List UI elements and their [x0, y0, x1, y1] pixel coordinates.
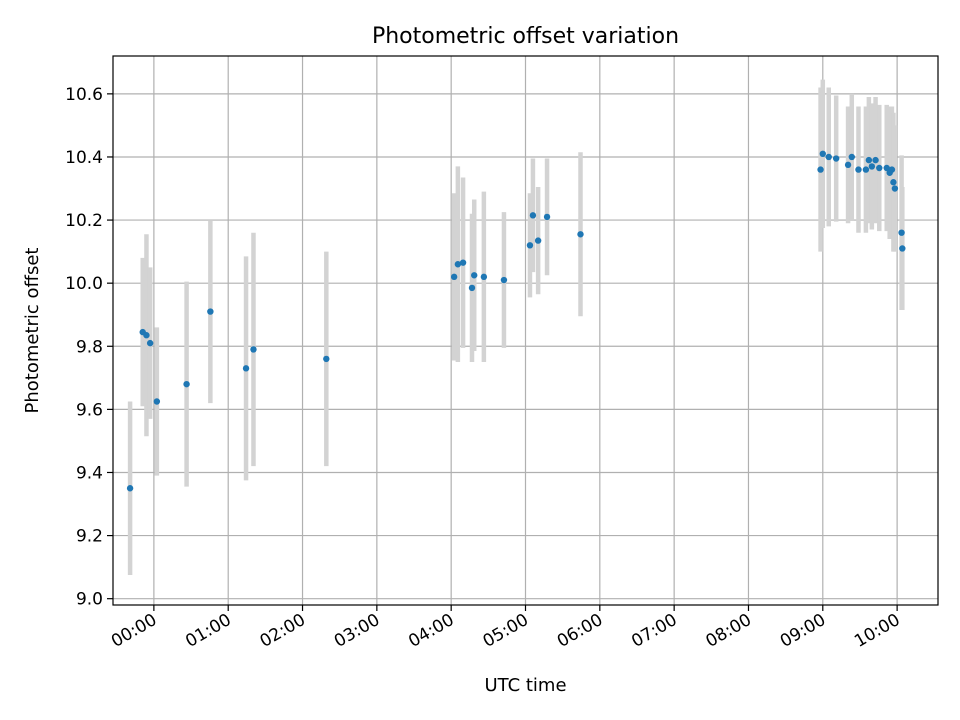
y-tick-label: 10.4	[65, 148, 103, 168]
data-point	[898, 229, 905, 236]
data-point	[242, 365, 250, 372]
data-points	[126, 150, 906, 492]
y-tick-label: 9.2	[76, 527, 103, 547]
data-point	[126, 485, 134, 492]
data-point	[468, 284, 476, 292]
data-point	[543, 213, 551, 221]
data-point	[862, 166, 870, 173]
data-point	[526, 242, 534, 249]
data-point	[459, 259, 467, 266]
data-point	[844, 161, 852, 169]
data-point	[480, 273, 488, 281]
data-point	[471, 272, 478, 279]
data-point	[143, 332, 150, 339]
data-point	[872, 156, 879, 164]
data-point	[183, 380, 190, 388]
data-point	[832, 155, 840, 162]
data-point	[876, 164, 883, 172]
data-point	[883, 164, 890, 172]
y-tick-label: 9.8	[76, 337, 103, 357]
data-point	[577, 231, 584, 238]
grid	[113, 56, 938, 605]
data-point	[250, 346, 257, 353]
data-point	[899, 245, 906, 252]
data-point	[890, 179, 897, 186]
data-point	[848, 153, 855, 161]
data-point	[454, 261, 462, 268]
data-point	[891, 185, 899, 192]
data-point	[825, 153, 832, 161]
data-point	[819, 150, 826, 158]
data-point	[146, 339, 154, 347]
x-axis-label: UTC time	[484, 675, 566, 696]
data-point	[817, 166, 824, 173]
y-tick-label: 10.0	[65, 274, 103, 294]
data-point	[207, 308, 214, 315]
data-point	[855, 166, 862, 173]
data-point	[865, 156, 873, 164]
data-point	[534, 237, 542, 244]
y-tick-label: 9.4	[76, 463, 103, 483]
chart-title: Photometric offset variation	[372, 24, 679, 49]
y-axis-label: Photometric offset	[22, 248, 43, 414]
y-tick-label: 10.2	[65, 211, 103, 231]
data-point	[888, 166, 896, 173]
data-point	[868, 163, 876, 170]
y-tick-label: 9.0	[76, 590, 103, 610]
y-tick-label: 10.6	[65, 85, 103, 105]
data-point	[529, 212, 537, 219]
data-point	[500, 276, 508, 284]
data-point	[153, 398, 161, 405]
data-point	[323, 355, 330, 363]
data-point	[450, 273, 458, 281]
y-tick-label: 9.6	[76, 400, 103, 420]
